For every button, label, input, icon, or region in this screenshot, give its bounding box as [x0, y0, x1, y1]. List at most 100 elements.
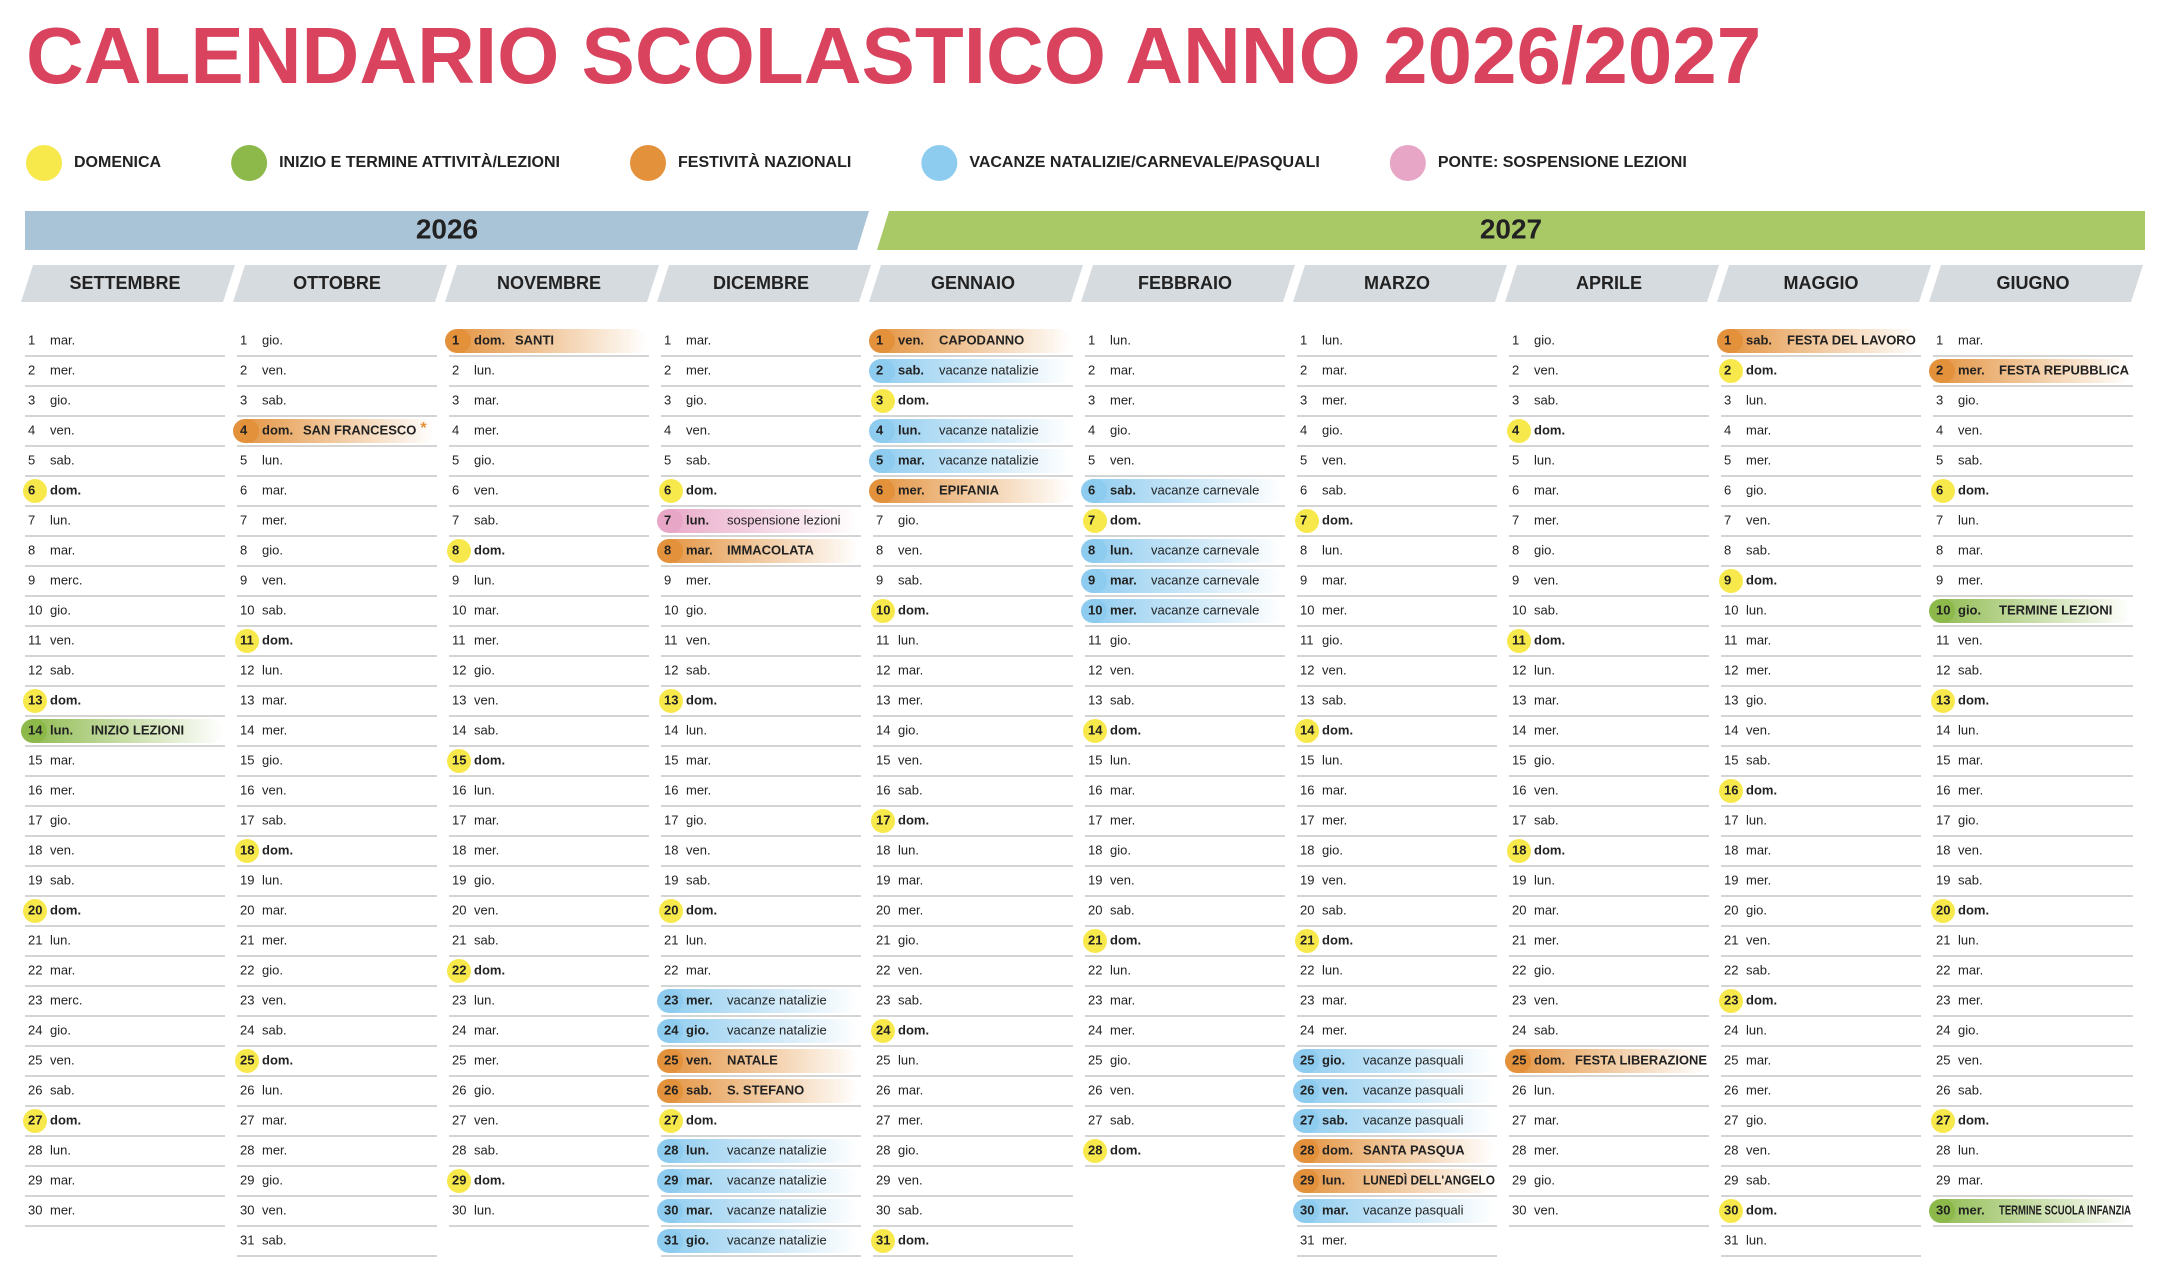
day-number: 25	[876, 1052, 890, 1067]
day-number: 13	[664, 692, 678, 707]
day-marker	[1295, 509, 1319, 533]
weekday: sab.	[262, 812, 287, 827]
day-note: CAPODANNO	[939, 332, 1024, 347]
weekday: mer.	[474, 422, 499, 437]
day-number: 21	[1300, 932, 1314, 947]
day-number: 10	[876, 602, 890, 617]
day-number: 17	[1936, 812, 1950, 827]
day-number: 14	[28, 722, 43, 737]
day-number: 14	[664, 722, 678, 737]
weekday: gio.	[1110, 842, 1131, 857]
weekday: mar.	[262, 1112, 287, 1127]
day-number: 31	[876, 1232, 890, 1247]
weekday: lun.	[1322, 1172, 1345, 1187]
weekday: ven.	[1746, 1142, 1771, 1157]
weekday: ven.	[1110, 1082, 1135, 1097]
day-number: 2	[664, 362, 671, 377]
highlight	[657, 989, 859, 1013]
weekday: mer.	[1534, 722, 1559, 737]
day-number: 23	[1300, 992, 1314, 1007]
day-number: 25	[452, 1052, 466, 1067]
day-number: 2	[1724, 362, 1731, 377]
weekday: dom.	[262, 842, 293, 857]
day-number: 10	[1088, 602, 1102, 617]
day-number: 30	[1512, 1202, 1526, 1217]
day-number: 19	[876, 872, 890, 887]
day-number: 25	[240, 1052, 254, 1067]
day-number: 6	[1300, 482, 1307, 497]
year-bar	[877, 211, 2145, 250]
weekday: mar.	[1534, 1112, 1559, 1127]
day-number: 21	[452, 932, 466, 947]
day-note: vacanze natalizie	[727, 1142, 827, 1157]
day-number: 11	[876, 632, 890, 647]
weekday: lun.	[1958, 932, 1979, 947]
day-number: 10	[1512, 602, 1526, 617]
day-number: 23	[664, 992, 678, 1007]
day-marker	[1719, 359, 1743, 383]
day-marker	[659, 1169, 683, 1193]
day-marker	[1931, 1109, 1955, 1133]
day-number: 3	[240, 392, 247, 407]
day-number: 26	[1300, 1082, 1314, 1097]
weekday: lun.	[1110, 752, 1131, 767]
day-number: 19	[28, 872, 42, 887]
day-marker	[1295, 719, 1319, 743]
weekday: sab.	[474, 932, 499, 947]
weekday: sab.	[686, 662, 711, 677]
day-number: 1	[1936, 332, 1943, 347]
day-note: SANTA PASQUA	[1363, 1142, 1465, 1157]
weekday: ven.	[474, 482, 499, 497]
day-number: 14	[452, 722, 466, 737]
day-number: 19	[240, 872, 254, 887]
day-number: 16	[240, 782, 254, 797]
day-number: 15	[664, 752, 678, 767]
weekday: mar.	[686, 1172, 713, 1187]
day-number: 19	[664, 872, 678, 887]
day-note: NATALE	[727, 1052, 778, 1067]
weekday: mer.	[1958, 1202, 1985, 1217]
weekday: dom.	[262, 632, 293, 647]
weekday: sab.	[1322, 902, 1347, 917]
day-number: 14	[1936, 722, 1950, 737]
weekday: mar.	[1746, 1052, 1771, 1067]
weekday: sab.	[898, 782, 923, 797]
day-number: 13	[28, 692, 42, 707]
day-number: 1	[240, 332, 247, 347]
day-number: 1	[1724, 332, 1731, 347]
day-number: 8	[28, 542, 35, 557]
weekday: dom.	[474, 332, 505, 347]
weekday: sab.	[1958, 872, 1983, 887]
weekday: ven.	[262, 572, 287, 587]
highlight	[1505, 1049, 1707, 1073]
weekday: mar.	[50, 752, 75, 767]
day-number: 4	[664, 422, 671, 437]
day-note: vacanze natalizie	[727, 1202, 827, 1217]
day-number: 17	[1724, 812, 1738, 827]
day-number: 18	[1724, 842, 1738, 857]
weekday: gio.	[1746, 692, 1767, 707]
day-number: 22	[1936, 962, 1950, 977]
day-number: 1	[1300, 332, 1307, 347]
weekday: gio.	[1534, 542, 1555, 557]
day-number: 1	[28, 332, 35, 347]
weekday: gio.	[50, 1022, 71, 1037]
day-marker	[235, 1049, 259, 1073]
weekday: gio.	[262, 962, 283, 977]
day-note: vacanze natalizie	[939, 452, 1039, 467]
day-marker	[871, 479, 895, 503]
day-number: 22	[240, 962, 254, 977]
day-number: 24	[876, 1022, 891, 1037]
day-number: 8	[1300, 542, 1307, 557]
day-marker	[1931, 359, 1955, 383]
day-number: 14	[1088, 722, 1103, 737]
day-number: 6	[1512, 482, 1519, 497]
weekday: gio.	[1746, 902, 1767, 917]
day-number: 10	[28, 602, 42, 617]
day-number: 21	[664, 932, 678, 947]
month-name: DICEMBRE	[713, 273, 809, 293]
day-number: 26	[28, 1082, 42, 1097]
day-number: 12	[1936, 662, 1950, 677]
day-number: 20	[664, 902, 678, 917]
day-number: 15	[1724, 752, 1738, 767]
